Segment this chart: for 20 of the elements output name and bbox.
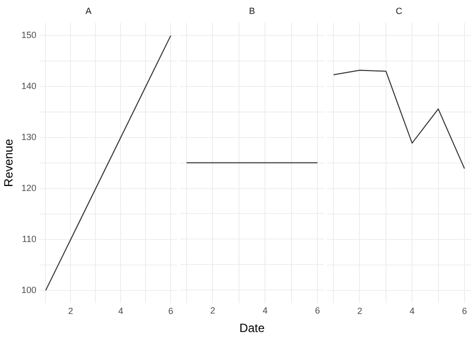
x-tick-label: 2 — [210, 306, 216, 316]
y-tick-label: 130 — [21, 132, 36, 142]
x-tick-label: 6 — [462, 306, 467, 316]
y-tick-label: 100 — [21, 284, 36, 295]
x-tick-label: 6 — [168, 306, 174, 316]
y-tick-label: 120 — [21, 182, 36, 193]
y-tick-label: 110 — [22, 234, 36, 244]
x-tick-label: 2 — [357, 306, 362, 316]
x-tick-label: 4 — [118, 306, 124, 316]
chart-title: C — [396, 6, 403, 16]
chart-title: A — [85, 6, 92, 16]
x-tick-label: 4 — [262, 306, 268, 316]
x-axis-title: Date — [239, 321, 265, 336]
y-tick-label: 150 — [21, 30, 36, 40]
chart-title: B — [248, 6, 256, 16]
y-tick-label: 140 — [21, 81, 36, 92]
y-axis-title: Revenue — [2, 138, 16, 188]
x-tick-label: 2 — [68, 306, 74, 316]
x-tick-label: 4 — [410, 306, 415, 316]
x-tick-label: 6 — [314, 306, 320, 316]
